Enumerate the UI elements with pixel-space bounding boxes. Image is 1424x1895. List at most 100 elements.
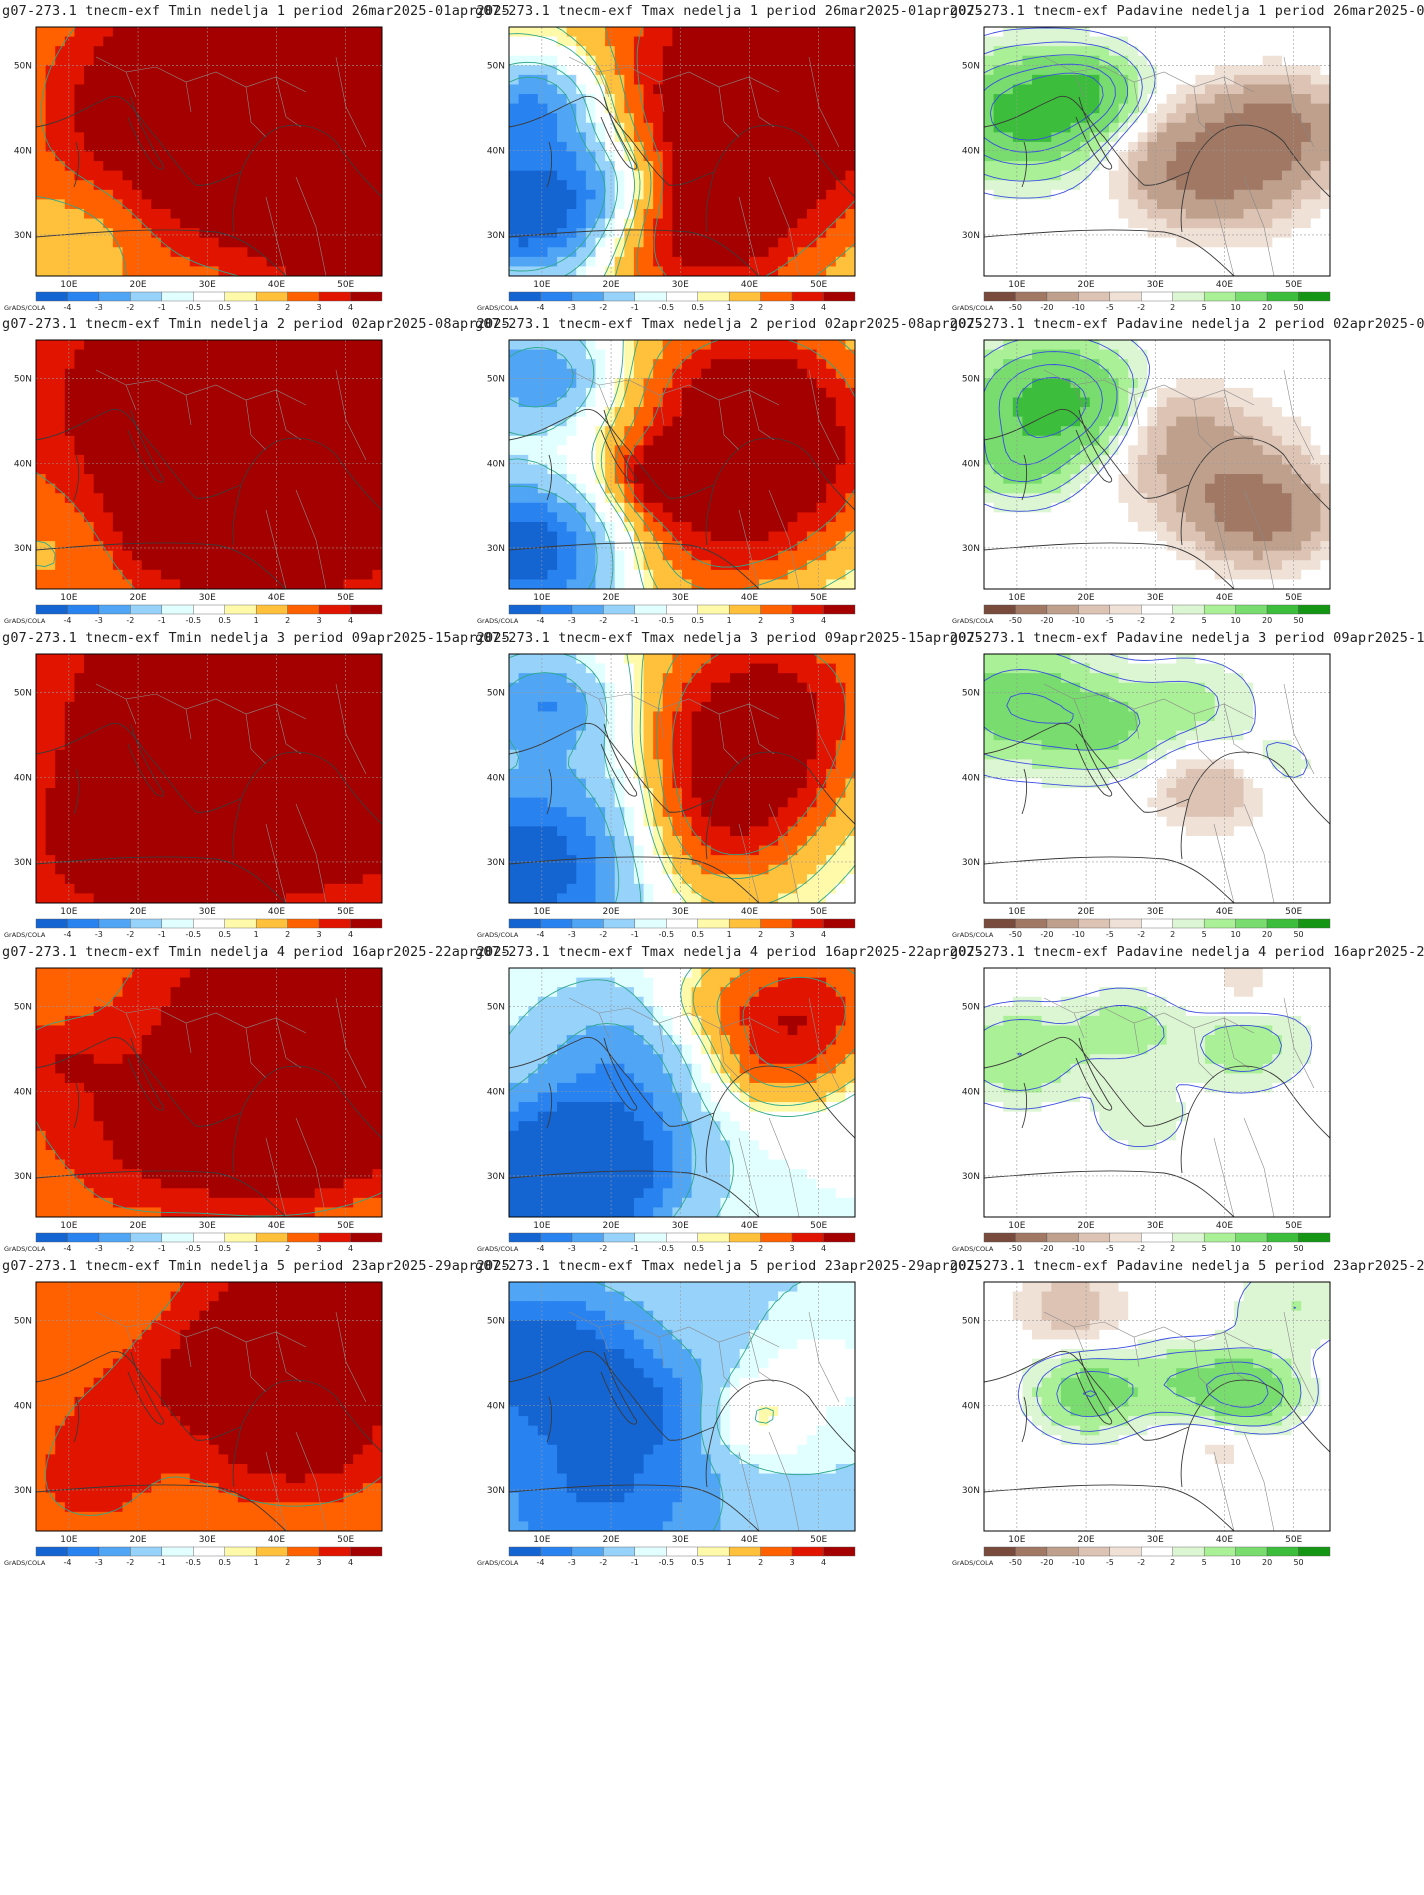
colorbar-label: -1	[631, 930, 639, 939]
colorbar-swatch	[1109, 291, 1142, 302]
colorbar-label: 20	[1262, 1244, 1272, 1253]
anomaly-shading	[36, 654, 382, 903]
colorbar-swatch	[35, 918, 68, 929]
lon-tick-label: 40E	[1216, 280, 1233, 290]
colorbar-label: 10	[1231, 616, 1241, 625]
colorbar-swatch	[1235, 1546, 1268, 1557]
country-borders	[95, 1311, 367, 1531]
colorbar-swatch	[1235, 918, 1268, 929]
colorbar-swatch	[1298, 1232, 1331, 1243]
colorbar-label: 1	[727, 616, 732, 625]
colorbar-swatch	[255, 1232, 288, 1243]
anomaly-shading	[509, 968, 855, 1217]
graticule	[509, 27, 855, 276]
colorbar-swatch	[161, 918, 194, 929]
colorbar-label: 4	[821, 1244, 826, 1253]
colorbar-label: -10	[1072, 303, 1085, 312]
colorbar-label: 10	[1231, 303, 1241, 312]
colorbar-swatch	[67, 291, 100, 302]
colorbar-label: -2	[126, 1558, 134, 1567]
colorbar-swatch	[1078, 918, 1111, 929]
colorbar-swatch	[983, 1232, 1016, 1243]
colorbar-label: -50	[1009, 303, 1022, 312]
colorbar-label: -4	[63, 930, 71, 939]
colorbar-label: -20	[1040, 1558, 1053, 1567]
colorbar-swatch	[161, 604, 194, 615]
colorbar-swatch	[1109, 604, 1142, 615]
colorbar-swatch	[287, 1546, 320, 1557]
colorbar-swatch	[571, 604, 604, 615]
colorbar-swatch	[1046, 604, 1079, 615]
country-borders	[568, 683, 840, 903]
colorbar-label: -1	[631, 1244, 639, 1253]
colorbar-swatch	[540, 291, 573, 302]
colorbar-swatch	[224, 918, 257, 929]
lon-tick-label: 20E	[602, 907, 619, 917]
colorbar-swatch	[508, 1232, 541, 1243]
country-borders	[1043, 1311, 1315, 1531]
lon-tick-label: 30E	[199, 907, 216, 917]
colorbar-swatch	[318, 918, 351, 929]
lon-tick-label: 30E	[672, 1535, 689, 1545]
lat-tick-label: 30N	[487, 231, 505, 241]
colorbar-label: 4	[821, 616, 826, 625]
colorbar-swatch	[697, 291, 730, 302]
colorbar: -4 -3 -2 -1 -0.5 0.5 1 2 3 4	[35, 604, 383, 625]
colorbar-swatch	[508, 918, 541, 929]
colorbar-swatch	[67, 918, 100, 929]
colorbar-swatch	[823, 604, 856, 615]
country-borders	[568, 56, 840, 276]
map-panel-week5-padavine: g07-273.1 tnecm-exf Padavine nedelja 5 p…	[948, 1255, 1424, 1634]
lon-tick-label: 50E	[337, 1535, 354, 1545]
anomaly-shading	[984, 27, 1330, 276]
colorbar-swatch	[760, 291, 793, 302]
grads-credit: GrADS/COLA	[952, 1559, 994, 1567]
colorbar-swatch	[1298, 604, 1331, 615]
map-figure: 10E 20E 30E 40E 50E 50N 40N 30N -4 -3 -2 -1 -0.5 0.5 1…	[477, 967, 856, 1253]
colorbar-label: 50	[1293, 1244, 1303, 1253]
colorbar-swatch	[1298, 1546, 1331, 1557]
anomaly-shading	[509, 340, 855, 589]
lon-tick-label: 40E	[1216, 907, 1233, 917]
contour-lines	[984, 27, 1156, 199]
colorbar-swatch	[666, 918, 698, 929]
colorbar-label: -2	[1137, 930, 1145, 939]
panel-title: g07-273.1 tnecm-exf Tmin nedelja 4 perio…	[2, 944, 510, 960]
colorbar-swatch	[791, 291, 824, 302]
colorbar-swatch	[791, 1546, 824, 1557]
lat-tick-label: 30N	[487, 858, 505, 868]
lon-tick-label: 30E	[672, 907, 689, 917]
colorbar-label: 1	[727, 930, 732, 939]
contour-lines	[1017, 1282, 1330, 1445]
colorbar-label: 3	[317, 616, 322, 625]
map-frame	[508, 653, 856, 904]
map-figure: 10E 20E 30E 40E 50E 50N 40N 30N -4 -3 -2 -1 -0.5 0.5 1…	[4, 339, 383, 625]
lon-tick-label: 10E	[533, 1535, 550, 1545]
colorbar-swatch	[161, 1232, 194, 1243]
colorbar-swatch	[1266, 1232, 1299, 1243]
map-panel-week3-tmin: g07-273.1 tnecm-exf Tmin nedelja 3 perio…	[0, 627, 510, 1006]
colorbar-swatch	[1046, 1546, 1079, 1557]
lon-tick-label: 40E	[741, 593, 758, 603]
colorbar-swatch	[130, 604, 163, 615]
colorbar-label: -10	[1072, 616, 1085, 625]
lat-tick-label: 40N	[962, 1401, 980, 1411]
map-area	[509, 27, 855, 276]
colorbar-swatch	[193, 918, 225, 929]
colorbar-swatch	[98, 604, 131, 615]
colorbar: -4 -3 -2 -1 -0.5 0.5 1 2 3 4	[35, 291, 383, 312]
colorbar-swatch	[603, 291, 636, 302]
colorbar-label: -2	[1137, 1244, 1145, 1253]
map-frame	[508, 26, 856, 277]
colorbar-swatch	[728, 1232, 761, 1243]
contour-lines	[509, 27, 855, 276]
map-area	[509, 654, 855, 903]
colorbar-swatch	[823, 1232, 856, 1243]
colorbar-swatch	[1046, 291, 1079, 302]
colorbar-swatch	[98, 291, 131, 302]
colorbar-swatch	[634, 604, 667, 615]
lon-tick-label: 30E	[1147, 907, 1164, 917]
lat-tick-label: 30N	[962, 858, 980, 868]
colorbar: -4 -3 -2 -1 -0.5 0.5 1 2 3 4	[508, 604, 856, 625]
contour-lines	[509, 340, 855, 589]
